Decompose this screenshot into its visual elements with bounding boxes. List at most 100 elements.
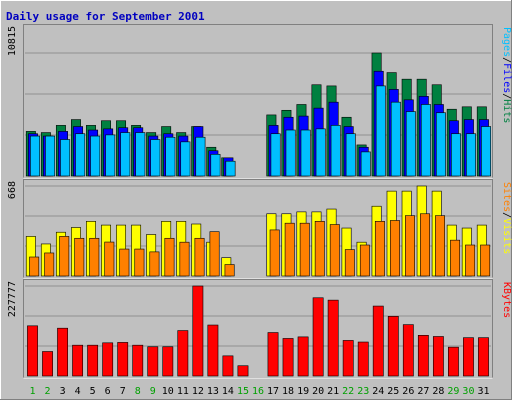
bar-pages xyxy=(105,134,116,177)
bar-pages xyxy=(30,135,41,177)
day-label: 5 xyxy=(90,386,96,397)
bar-pages xyxy=(60,139,71,177)
bar-sites xyxy=(480,244,491,277)
bar-kbytes xyxy=(463,337,474,377)
legend-segment: Sites xyxy=(501,182,512,212)
bar-pages xyxy=(210,154,221,177)
bar-kbytes xyxy=(297,336,309,377)
bar-pages xyxy=(150,139,161,177)
day-label: 13 xyxy=(207,386,219,397)
bar-pages xyxy=(466,133,476,177)
day-label: 2 xyxy=(45,386,51,397)
bar-kbytes xyxy=(387,316,399,377)
day-label: 14 xyxy=(222,386,234,397)
legend-segment: Files xyxy=(501,63,512,93)
legend-segment: / xyxy=(501,57,512,63)
bar-sites xyxy=(194,237,205,277)
day-label: 12 xyxy=(192,386,204,397)
day-label: 31 xyxy=(477,386,489,397)
bar-sites xyxy=(299,222,310,277)
day-label: 17 xyxy=(267,386,279,397)
legend-segment: / xyxy=(501,212,512,218)
bar-kbytes xyxy=(327,299,339,377)
bar-pages xyxy=(165,136,176,177)
bar-kbytes xyxy=(372,305,384,377)
bar-kbytes xyxy=(132,344,144,377)
panel-1: 10815 Pages/Files/Hits xyxy=(7,24,512,179)
bar-pages xyxy=(435,112,446,177)
bar-sites xyxy=(164,237,175,277)
bar-sites xyxy=(149,251,160,277)
day-label: 22 xyxy=(342,386,354,397)
bar-sites xyxy=(284,222,295,277)
bar-sites xyxy=(389,220,400,277)
bar-sites xyxy=(104,241,115,277)
bar-kbytes xyxy=(72,344,84,377)
bar-sites xyxy=(224,264,235,277)
panel-legend: Sites/Visits xyxy=(501,182,512,254)
bar-pages xyxy=(225,160,236,177)
bar-pages xyxy=(135,132,146,177)
day-label: 6 xyxy=(105,386,111,397)
day-label: 10 xyxy=(162,386,174,397)
bar-kbytes xyxy=(192,285,204,377)
bar-sites xyxy=(374,220,385,277)
day-label: 25 xyxy=(387,386,399,397)
bar-sites xyxy=(179,241,190,277)
bar-sites xyxy=(314,220,325,277)
bar-pages xyxy=(345,133,356,177)
bar-sites xyxy=(44,252,55,277)
bar-kbytes xyxy=(267,332,279,377)
bar-sites xyxy=(344,249,355,277)
bar-pages xyxy=(300,129,311,177)
bar-kbytes xyxy=(162,346,174,377)
bar-kbytes xyxy=(147,346,159,377)
bar-sites xyxy=(89,237,100,277)
bar-sites xyxy=(29,256,40,277)
bar-sites xyxy=(359,244,370,277)
bar-sites xyxy=(465,244,476,277)
bar-pages xyxy=(390,101,401,177)
day-label: 24 xyxy=(372,386,384,397)
max-value-label: 10815 xyxy=(7,26,18,56)
bar-sites xyxy=(420,213,430,277)
day-label: 8 xyxy=(135,386,141,397)
day-label: 15 xyxy=(237,386,249,397)
legend-segment: Hits xyxy=(501,99,512,123)
legend-segment: Visits xyxy=(501,218,512,254)
panel-2: 668 Sites/Visits xyxy=(7,179,512,279)
day-label: 18 xyxy=(282,386,294,397)
bar-sites xyxy=(59,236,70,277)
bar-pages xyxy=(420,104,431,177)
day-label: 19 xyxy=(297,386,309,397)
bar-sites xyxy=(209,231,220,277)
legend-segment: KBytes xyxy=(501,282,512,318)
bar-kbytes xyxy=(57,327,68,377)
bar-pages xyxy=(75,133,86,177)
day-label: 9 xyxy=(150,386,156,397)
bar-pages xyxy=(451,133,461,177)
day-labels: 1 2 3 4 5 6 7 8 9 10 11 12 13 14 15 16 17 18 19 20 21 22 23 24 2… xyxy=(30,386,490,397)
bar-sites xyxy=(329,224,340,277)
bar-kbytes xyxy=(222,355,234,377)
bar-pages xyxy=(360,151,371,177)
day-label: 16 xyxy=(252,386,264,397)
bar-pages xyxy=(90,135,101,177)
max-value-label: 227777 xyxy=(7,281,18,317)
day-label: 29 xyxy=(447,386,459,397)
bar-pages xyxy=(405,111,416,177)
bar-kbytes xyxy=(177,330,189,377)
bar-sites xyxy=(435,215,446,277)
day-label: 4 xyxy=(75,386,81,397)
bar-pages xyxy=(180,141,191,177)
bar-pages xyxy=(195,136,206,177)
bar-pages xyxy=(45,135,56,177)
bar-kbytes xyxy=(117,342,129,377)
day-label: 27 xyxy=(417,386,429,397)
day-label: 21 xyxy=(327,386,339,397)
chart-title: Daily usage for September 2001 xyxy=(6,10,205,23)
bar-kbytes xyxy=(87,344,99,377)
